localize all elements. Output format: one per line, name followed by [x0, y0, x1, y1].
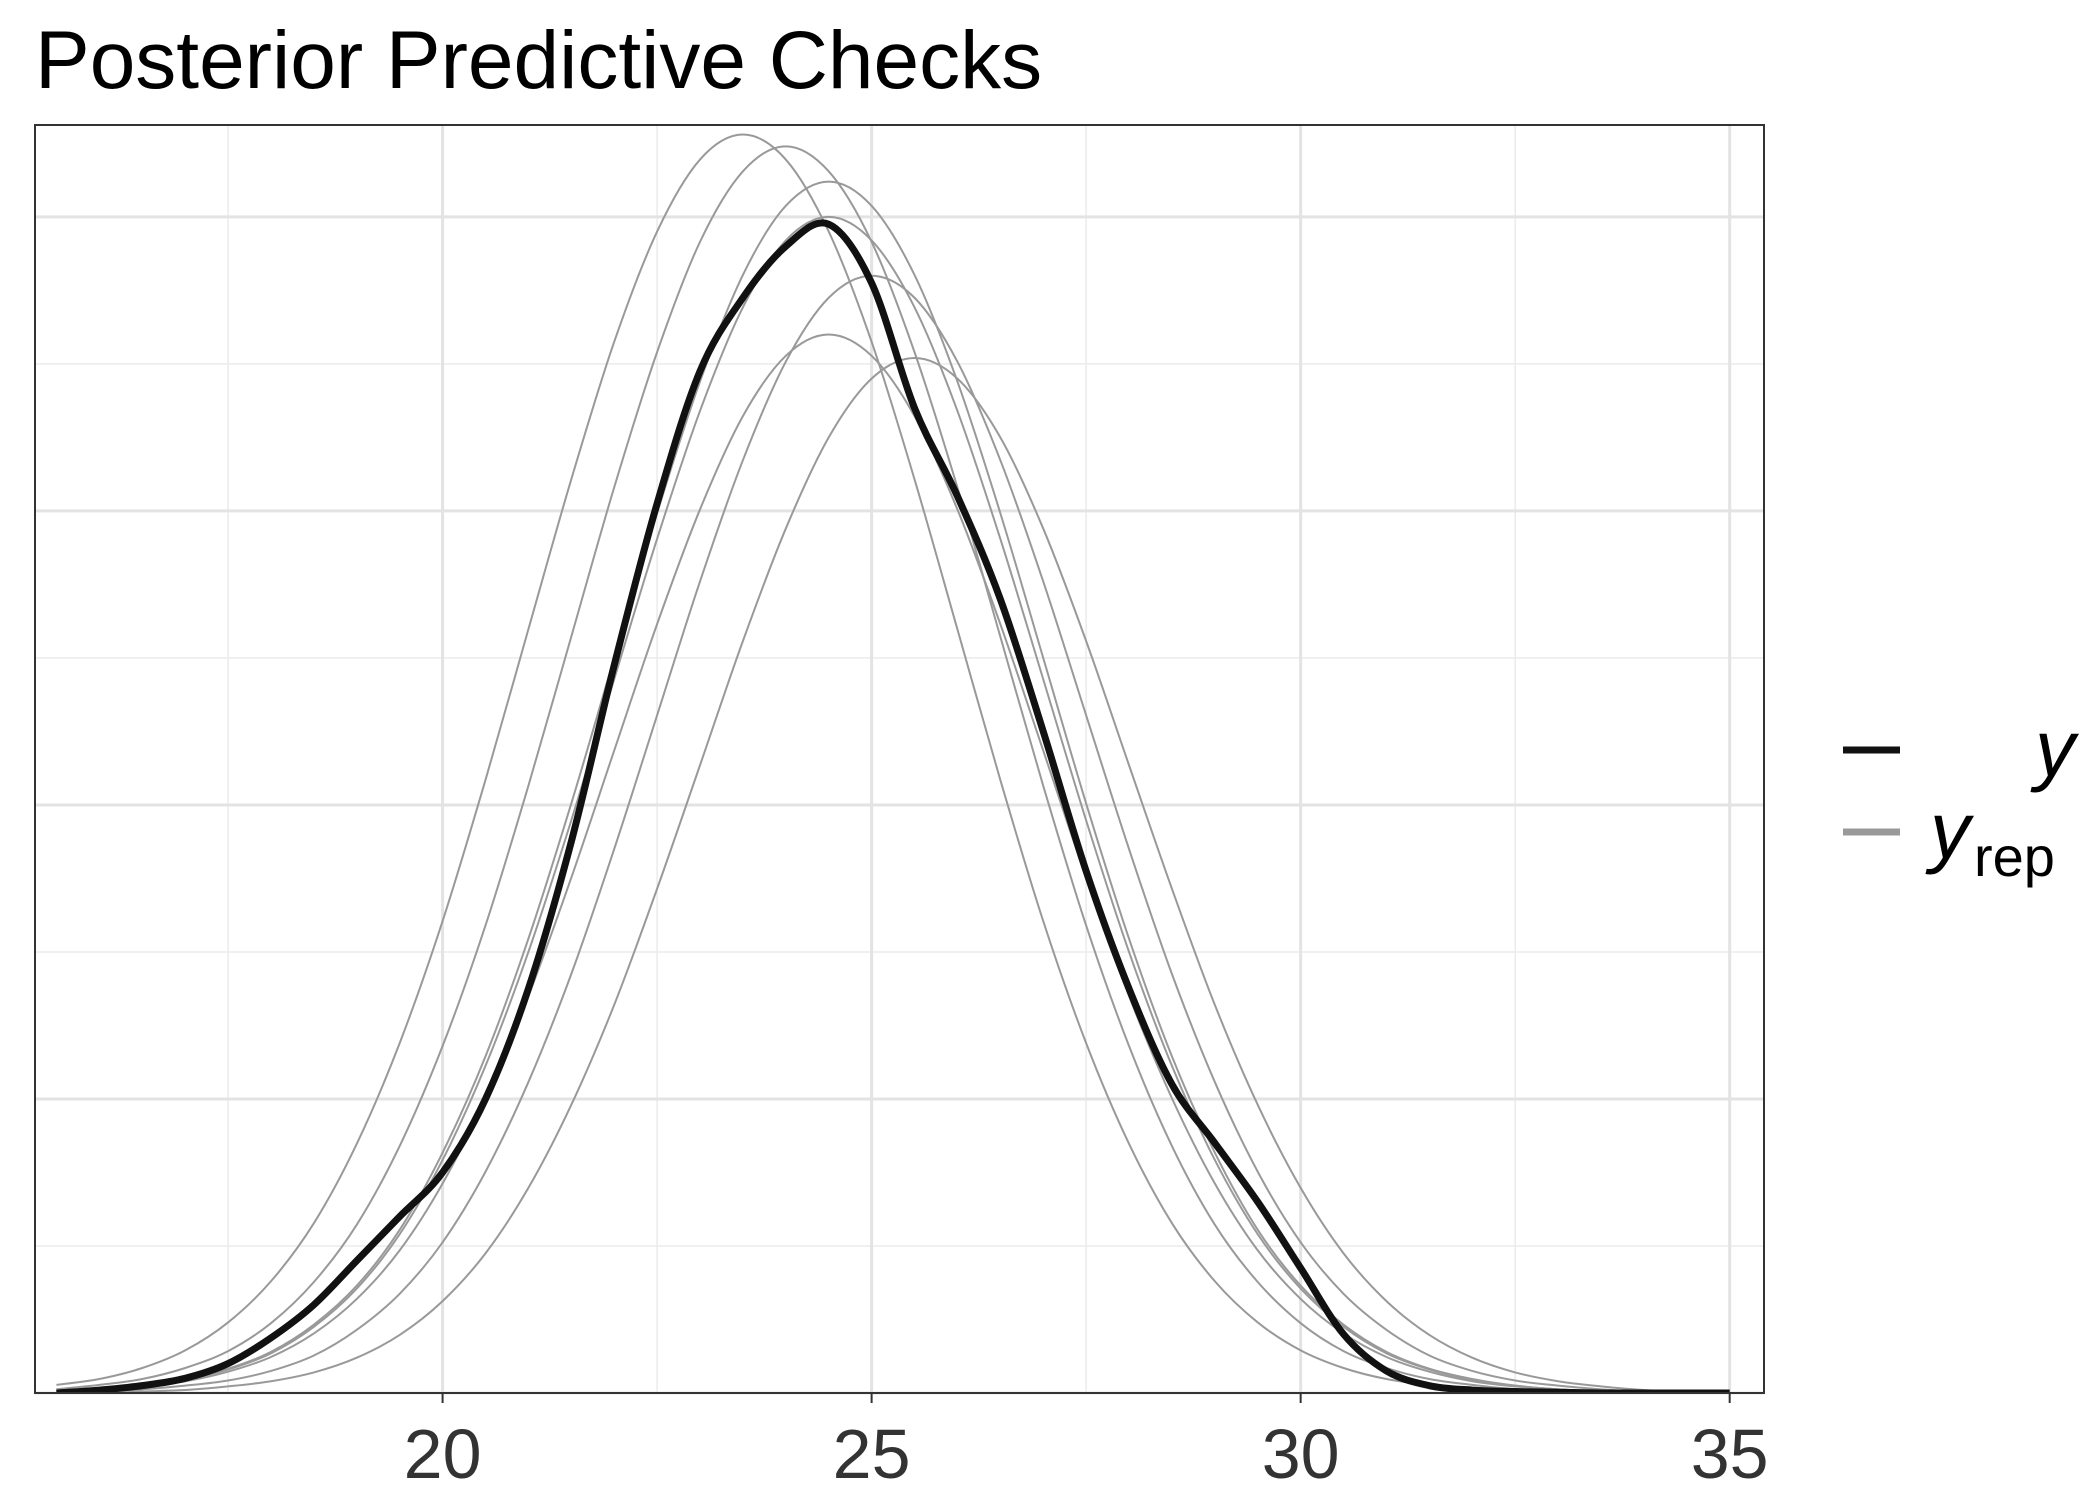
yrep-density — [56, 133, 1730, 1393]
x-tick-label: 20 — [404, 1415, 482, 1493]
yrep-density — [56, 333, 1730, 1393]
legend-label: y — [2030, 704, 2080, 793]
x-tick-label: 30 — [1262, 1415, 1340, 1493]
x-axis: 20 25 30 35 — [404, 1393, 1769, 1493]
legend-label-subscript: rep — [1974, 825, 2055, 888]
x-tick-label: 25 — [833, 1415, 911, 1493]
yrep-density — [56, 274, 1730, 1393]
plot-lines — [56, 133, 1730, 1393]
legend-label-main: y — [2030, 704, 2080, 793]
plot-border — [34, 124, 1765, 1394]
yrep-density — [56, 215, 1730, 1393]
y-density — [56, 219, 1730, 1393]
x-tick-label: 35 — [1691, 1415, 1769, 1493]
yrep-density — [56, 180, 1730, 1393]
legend-label-main: y — [1925, 786, 1975, 875]
legend-label: yrep — [1925, 786, 2055, 888]
chart-title: Posterior Predictive Checks — [35, 15, 1042, 106]
yrep-density — [56, 145, 1730, 1393]
grid — [35, 125, 1764, 1395]
yrep-density — [56, 357, 1730, 1393]
